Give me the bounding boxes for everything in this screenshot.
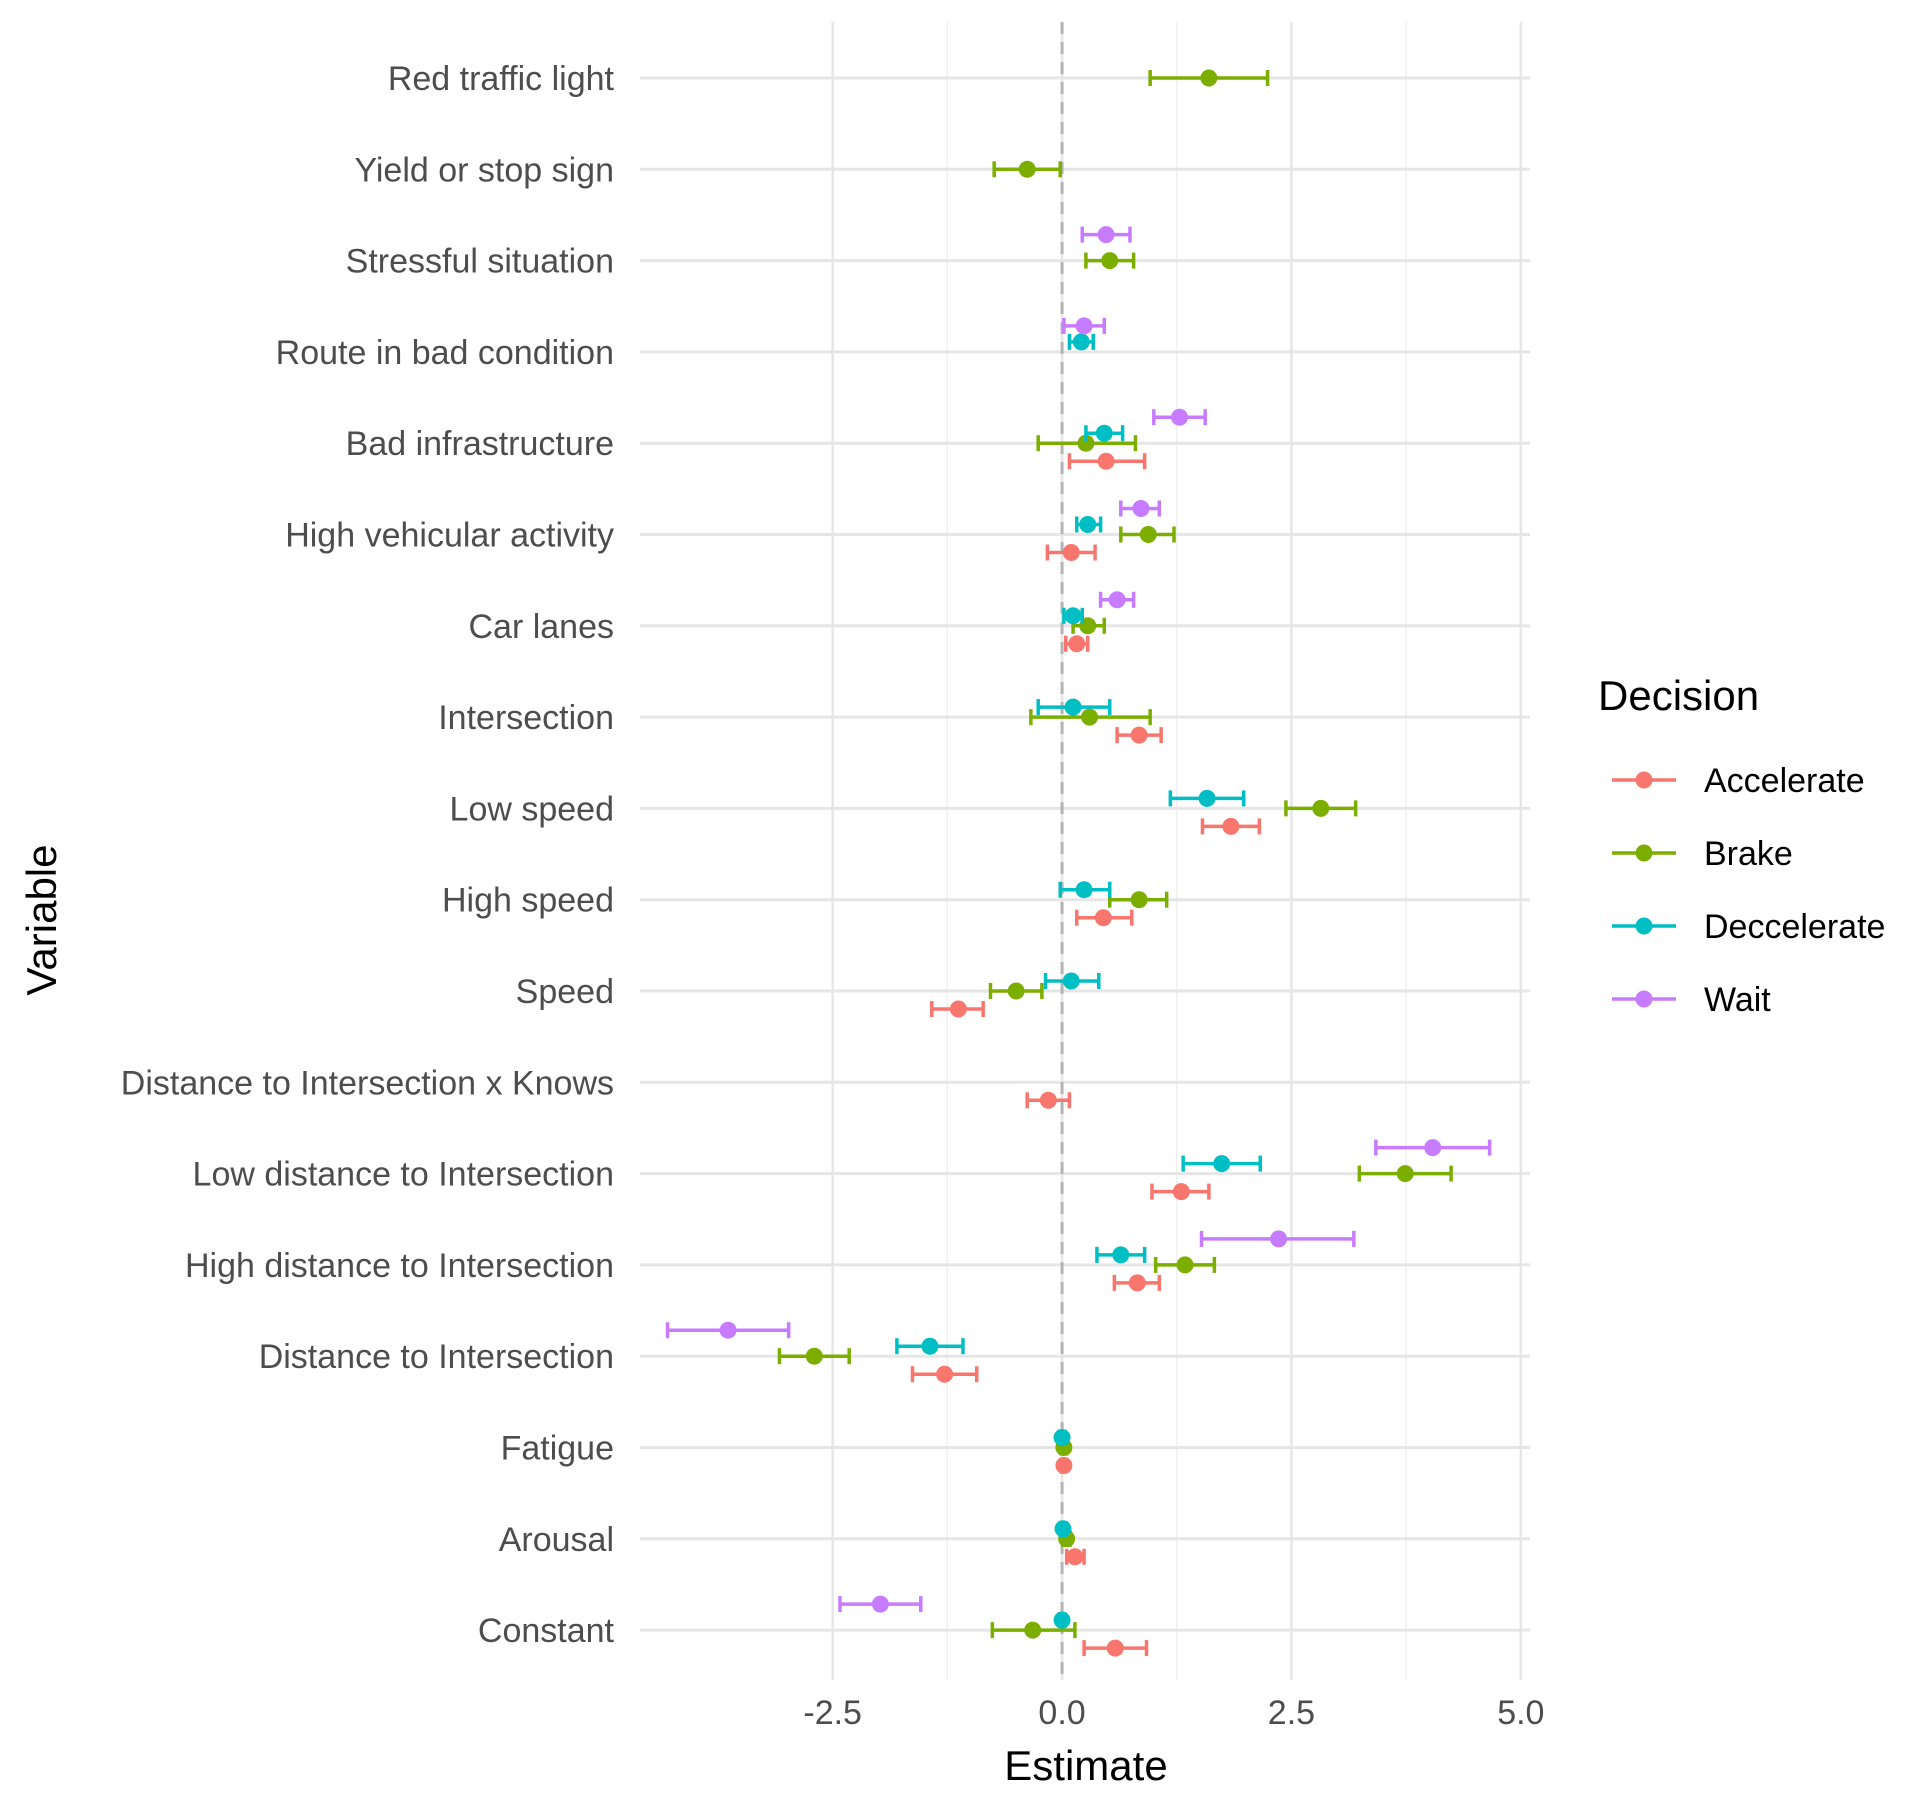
- point-wait-stressful-situation: [1097, 226, 1115, 244]
- grid-layer: [640, 22, 1530, 1680]
- point-brake-red-traffic-light: [1200, 69, 1218, 87]
- legend-item-wait: Wait: [1612, 981, 1771, 1019]
- legend-label-accelerate: Accelerate: [1704, 762, 1865, 800]
- y-tick-high-vehicular-activity: High vehicular activity: [285, 517, 614, 555]
- x-tick-label: 5.0: [1497, 1694, 1544, 1732]
- legend-item-deccelerate: Deccelerate: [1612, 908, 1885, 946]
- point-brake-intersection: [1081, 708, 1099, 726]
- point-deccelerate-low-speed: [1198, 789, 1216, 807]
- legend-label-brake: Brake: [1704, 835, 1793, 873]
- x-axis-title: Estimate: [1004, 1742, 1167, 1789]
- point-deccelerate-high-vehicular-activity: [1079, 516, 1097, 533]
- point-deccelerate-high-speed: [1075, 881, 1093, 899]
- data-marks: [665, 69, 1492, 1657]
- point-accelerate-high-distance-to-intersection: [1128, 1274, 1146, 1292]
- point-brake-constant: [1024, 1621, 1042, 1639]
- series-brake: [777, 69, 1453, 1639]
- y-tick-bad-infrastructure: Bad infrastructure: [346, 425, 614, 463]
- point-deccelerate-fatigue: [1053, 1429, 1071, 1446]
- point-brake-stressful-situation: [1101, 252, 1119, 270]
- x-tick-labels: -2.5 0.0 2.5 5.0: [803, 1694, 1544, 1732]
- point-accelerate-high-speed: [1094, 909, 1112, 927]
- point-accelerate-low-speed: [1222, 817, 1240, 835]
- y-tick-intersection: Intersection: [438, 699, 614, 737]
- point-deccelerate-constant: [1053, 1611, 1071, 1629]
- series-deccelerate: [895, 333, 1262, 1629]
- point-accelerate-fatigue: [1055, 1457, 1073, 1474]
- point-accelerate-low-distance-to-intersection: [1172, 1183, 1190, 1201]
- point-deccelerate-arousal: [1054, 1520, 1072, 1538]
- point-deccelerate-low-distance-to-intersection: [1213, 1155, 1231, 1173]
- legend-label-deccelerate: Deccelerate: [1704, 908, 1885, 946]
- y-tick-low-distance-to-intersection: Low distance to Intersection: [193, 1156, 614, 1194]
- point-accelerate-intersection: [1130, 726, 1148, 744]
- y-tick-constant: Constant: [478, 1612, 615, 1650]
- y-tick-distance-to-intersection: Distance to Intersection: [259, 1338, 614, 1376]
- point-deccelerate-distance-to-intersection: [921, 1337, 939, 1355]
- point-deccelerate-car-lanes: [1064, 607, 1082, 625]
- point-accelerate-speed: [949, 1000, 967, 1018]
- legend-key-point: [1635, 990, 1653, 1008]
- legend-item-brake: Brake: [1612, 835, 1793, 873]
- y-tick-red-traffic-light: Red traffic light: [388, 60, 615, 98]
- legend-key-point: [1635, 917, 1653, 935]
- point-brake-high-speed: [1130, 891, 1148, 909]
- y-tick-stressful-situation: Stressful situation: [346, 243, 614, 281]
- point-wait-low-distance-to-intersection: [1424, 1139, 1442, 1157]
- point-accelerate-arousal: [1066, 1548, 1084, 1566]
- point-brake-yield-or-stop-sign: [1018, 160, 1036, 178]
- point-accelerate-car-lanes: [1068, 635, 1086, 653]
- y-tick-car-lanes: Car lanes: [468, 608, 614, 646]
- point-brake-speed: [1007, 982, 1025, 1000]
- point-deccelerate-bad-infrastructure: [1095, 424, 1113, 442]
- point-wait-car-lanes: [1108, 591, 1126, 609]
- point-accelerate-distance-to-intersection: [936, 1365, 954, 1383]
- y-tick-low-speed: Low speed: [450, 790, 614, 828]
- point-wait-constant: [871, 1595, 889, 1613]
- legend-key-point: [1635, 844, 1653, 862]
- point-deccelerate-route-in-bad-condition: [1072, 333, 1090, 351]
- series-accelerate: [910, 452, 1262, 1657]
- point-deccelerate-speed: [1062, 972, 1080, 990]
- y-tick-speed: Speed: [516, 973, 614, 1011]
- point-brake-high-distance-to-intersection: [1176, 1256, 1194, 1274]
- point-wait-bad-infrastructure: [1171, 408, 1189, 426]
- point-deccelerate-intersection: [1064, 698, 1082, 716]
- y-tick-labels: Red traffic light Yield or stop sign Stres…: [121, 60, 615, 1650]
- legend-item-accelerate: Accelerate: [1612, 762, 1865, 800]
- legend-title: Decision: [1598, 672, 1759, 719]
- point-accelerate-high-vehicular-activity: [1062, 544, 1080, 561]
- series-wait: [665, 226, 1492, 1613]
- y-tick-route-in-bad-condition: Route in bad condition: [276, 334, 614, 372]
- y-tick-high-distance-to-intersection: High distance to Intersection: [185, 1247, 614, 1285]
- x-tick-label: 2.5: [1268, 1694, 1315, 1732]
- y-tick-distance-to-intersection-x-knows: Distance to Intersection x Knows: [121, 1064, 614, 1102]
- x-tick-label: -2.5: [803, 1694, 862, 1732]
- point-wait-distance-to-intersection: [719, 1321, 737, 1339]
- x-tick-label: 0.0: [1038, 1694, 1085, 1732]
- y-tick-yield-or-stop-sign: Yield or stop sign: [354, 151, 614, 189]
- legend: Decision Accelerate Brake Deccelerate Wait: [1598, 672, 1885, 1019]
- legend-key-point: [1635, 771, 1653, 789]
- point-accelerate-bad-infrastructure: [1097, 452, 1115, 470]
- legend-items: Accelerate Brake Deccelerate Wait: [1612, 762, 1885, 1019]
- point-accelerate-distance-to-intersection-x-knows: [1039, 1091, 1057, 1109]
- point-wait-high-distance-to-intersection: [1270, 1230, 1288, 1248]
- point-wait-route-in-bad-condition: [1075, 317, 1093, 335]
- y-tick-arousal: Arousal: [499, 1521, 614, 1559]
- y-tick-high-speed: High speed: [442, 882, 614, 920]
- point-brake-bad-infrastructure: [1077, 434, 1095, 452]
- point-wait-high-vehicular-activity: [1132, 500, 1150, 517]
- point-brake-low-distance-to-intersection: [1396, 1165, 1414, 1183]
- point-brake-low-speed: [1312, 799, 1330, 817]
- point-accelerate-constant: [1106, 1639, 1124, 1657]
- legend-label-wait: Wait: [1704, 981, 1771, 1019]
- y-axis-title: Variable: [18, 845, 65, 996]
- point-deccelerate-high-distance-to-intersection: [1112, 1246, 1130, 1264]
- point-brake-high-vehicular-activity: [1139, 526, 1157, 543]
- point-brake-distance-to-intersection: [805, 1347, 823, 1365]
- y-tick-fatigue: Fatigue: [501, 1430, 614, 1468]
